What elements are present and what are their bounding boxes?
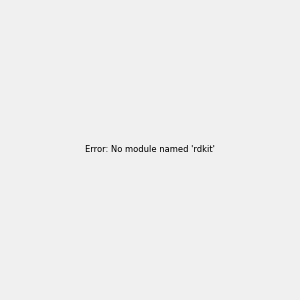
Text: Error: No module named 'rdkit': Error: No module named 'rdkit'	[85, 146, 215, 154]
